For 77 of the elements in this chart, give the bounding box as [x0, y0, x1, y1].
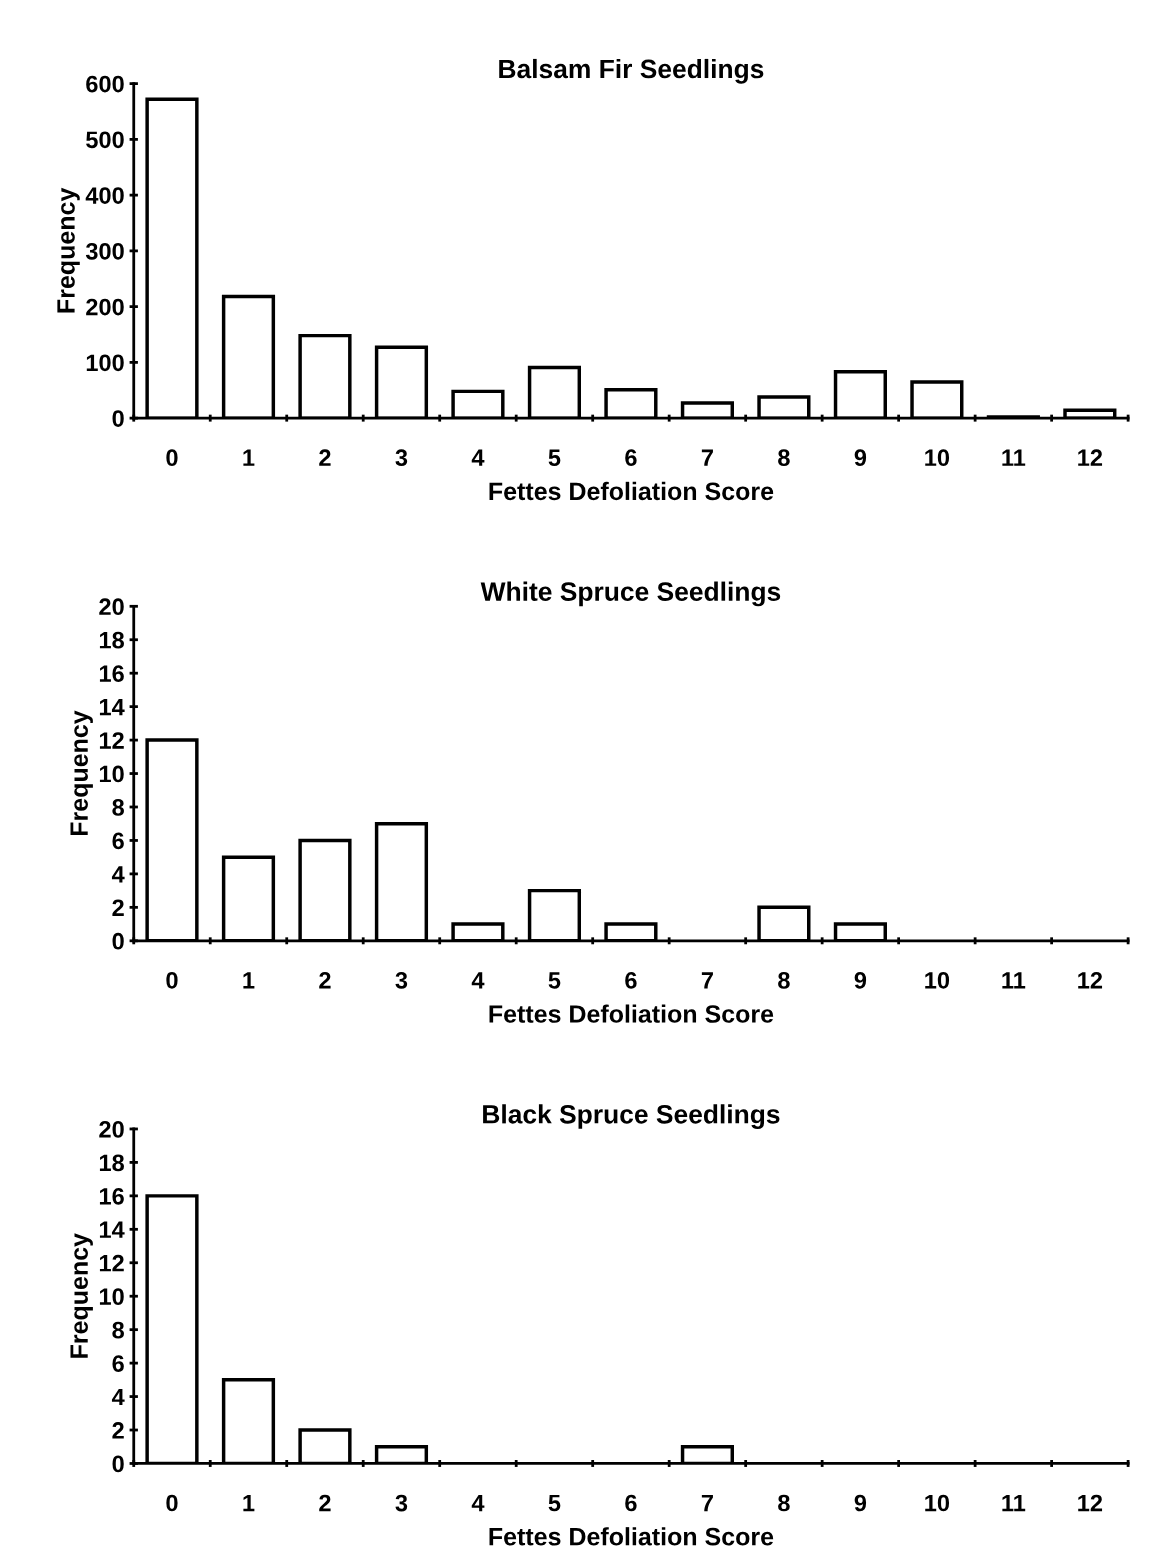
x-tick-label: 10 [925, 449, 950, 467]
x-tick-label: 5 [548, 449, 561, 467]
y-tick-label: 2 [112, 899, 124, 916]
x-tick-label: 10 [925, 971, 950, 989]
y-tick-label: 4 [111, 1388, 125, 1406]
y-tick-label: 300 [85, 242, 124, 260]
x-tick-label: 7 [701, 972, 713, 989]
y-tick-label: 12 [99, 1254, 124, 1272]
x-tick-label: 4 [471, 1494, 485, 1512]
y-axis-title: Frequency [70, 1233, 93, 1358]
x-tick-label: 6 [625, 1494, 637, 1512]
y-tick-label: 600 [86, 75, 124, 93]
x-tick-label: 1 [243, 972, 255, 989]
x-tick-label: 0 [166, 1494, 178, 1512]
x-tick-label: 8 [778, 971, 790, 989]
x-axis-title: Fettes Defoliation Score [489, 481, 774, 501]
x-tick-label: 2 [319, 1494, 331, 1512]
x-tick-label: 0 [166, 449, 178, 467]
y-tick-label: 100 [86, 354, 124, 372]
y-tick-label: 2 [112, 1422, 124, 1439]
x-tick-label: 11 [1002, 972, 1026, 989]
x-tick-label: 5 [548, 1494, 561, 1512]
chart-title: White Spruce Seedlings [480, 581, 781, 607]
x-tick-label: 9 [854, 1494, 867, 1512]
x-tick-label: 11 [1002, 1494, 1026, 1512]
y-tick-label: 200 [86, 298, 124, 316]
y-tick-label: 20 [99, 598, 124, 616]
x-tick-label: 4 [471, 449, 485, 466]
y-axis-title: Frequency [70, 710, 93, 836]
y-tick-label: 8 [112, 1321, 124, 1339]
chart-title: Black Spruce Seedlings [483, 1104, 780, 1129]
y-tick-label: 14 [99, 1221, 125, 1238]
y-tick-label: 18 [99, 1154, 124, 1172]
x-tick-label: 12 [1078, 449, 1103, 466]
x-tick-label: 3 [395, 449, 408, 467]
y-tick-label: 12 [99, 732, 124, 749]
x-tick-label: 7 [701, 1494, 713, 1512]
x-tick-label: 6 [625, 449, 637, 467]
y-tick-label: 10 [99, 1288, 124, 1305]
x-tick-label: 0 [166, 971, 178, 989]
y-tick-label: 16 [99, 1187, 124, 1205]
y-tick-label: 0 [112, 932, 124, 950]
x-tick-label: 6 [625, 971, 637, 989]
x-axis-title: Fettes Defoliation Score [489, 1004, 774, 1023]
y-tick-label: 6 [112, 832, 124, 850]
x-tick-label: 7 [701, 449, 713, 466]
y-tick-label: 8 [112, 799, 124, 816]
x-axis-title: Fettes Defoliation Score [489, 1527, 774, 1546]
x-tick-label: 3 [395, 1494, 408, 1512]
x-tick-label: 12 [1078, 1494, 1103, 1512]
x-tick-label: 8 [778, 1494, 790, 1512]
y-tick-label: 0 [112, 410, 124, 427]
x-tick-label: 5 [548, 972, 561, 989]
y-tick-label: 10 [99, 765, 124, 783]
y-tick-label: 14 [99, 698, 125, 716]
x-tick-label: 8 [778, 449, 790, 467]
x-tick-label: 11 [1002, 449, 1026, 466]
y-tick-label: 400 [85, 187, 124, 204]
x-tick-label: 4 [471, 972, 485, 989]
x-tick-label: 1 [243, 1494, 255, 1512]
x-tick-label: 2 [319, 449, 331, 466]
x-tick-label: 9 [854, 971, 867, 989]
y-tick-label: 6 [112, 1355, 124, 1372]
y-tick-label: 500 [86, 131, 124, 149]
y-axis-title: Frequency [57, 187, 80, 313]
x-tick-label: 3 [395, 971, 408, 989]
y-tick-label: 4 [111, 866, 125, 883]
x-tick-label: 12 [1078, 971, 1103, 989]
y-tick-label: 0 [112, 1455, 124, 1473]
chart-title: Balsam Fir Seedlings [499, 58, 764, 84]
x-tick-label: 9 [854, 449, 867, 467]
x-tick-label: 1 [243, 449, 255, 466]
x-tick-label: 2 [319, 971, 331, 989]
y-tick-label: 16 [99, 665, 124, 682]
y-tick-label: 20 [99, 1121, 124, 1138]
x-tick-label: 10 [925, 1494, 950, 1512]
y-tick-label: 18 [99, 631, 124, 649]
